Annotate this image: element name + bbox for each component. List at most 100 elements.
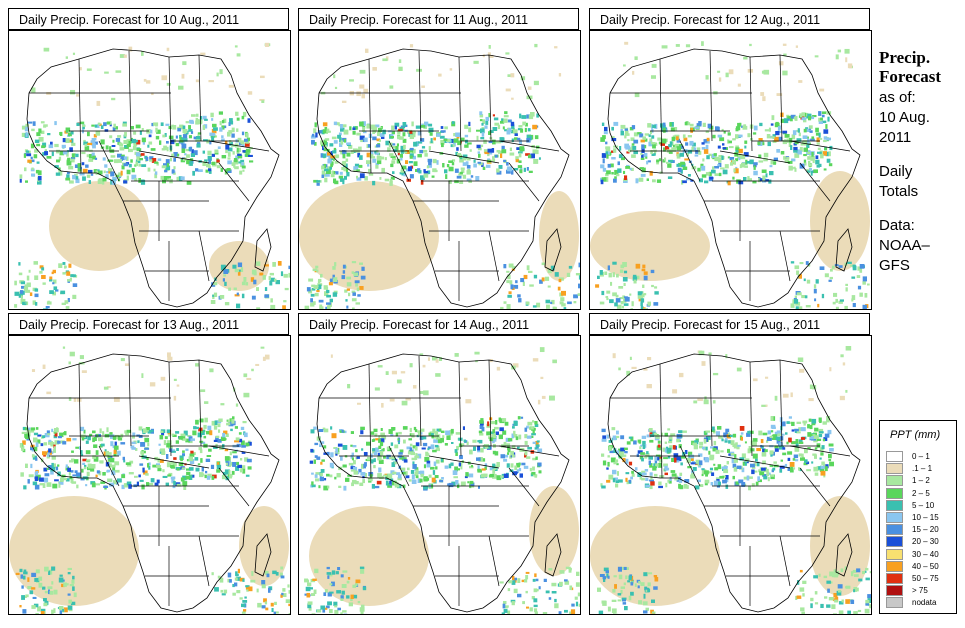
precip-cell <box>499 581 504 584</box>
precip-cell <box>117 178 121 182</box>
precip-cell <box>448 463 452 469</box>
precip-cell <box>345 477 350 482</box>
precip-cell <box>419 353 424 356</box>
precip-cell <box>359 121 364 127</box>
precip-cell <box>59 481 64 485</box>
precip-cell <box>536 113 539 118</box>
precip-cell <box>469 449 473 455</box>
precip-cell <box>717 70 721 73</box>
precip-cell <box>820 137 823 140</box>
precip-cell <box>107 386 111 389</box>
precip-cell <box>160 175 164 180</box>
precip-cell <box>339 137 342 143</box>
precip-cell <box>831 604 836 609</box>
precip-cell <box>339 171 343 175</box>
precip-cell <box>443 138 448 141</box>
precip-cell <box>612 353 616 359</box>
precip-cell <box>107 159 112 162</box>
country-border <box>428 150 500 164</box>
precip-cell <box>144 437 150 443</box>
precip-cell <box>420 179 424 185</box>
precip-cell <box>568 265 573 269</box>
precip-cell <box>428 161 432 166</box>
precip-cell <box>154 171 158 175</box>
precip-cell <box>35 457 38 461</box>
precip-cell <box>614 584 617 589</box>
precip-cell <box>795 459 799 462</box>
precip-cell <box>250 277 255 282</box>
precip-cell <box>792 467 796 470</box>
precip-cell <box>527 421 533 426</box>
precip-cell <box>494 122 500 126</box>
precip-cell <box>467 142 472 145</box>
precip-cell <box>181 435 186 440</box>
precip-cell <box>676 153 681 159</box>
precip-cell <box>738 148 743 154</box>
precip-cell <box>366 160 371 164</box>
legend-label: 0 – 1 <box>912 452 930 461</box>
precip-cell <box>79 67 82 71</box>
precip-cell <box>733 168 736 173</box>
precip-cell <box>676 140 681 143</box>
precip-cell <box>520 128 524 133</box>
precip-cell <box>752 441 757 447</box>
precip-cell <box>641 167 646 173</box>
precip-cell <box>476 129 481 132</box>
precip-cell <box>98 178 104 181</box>
precip-cell <box>85 440 89 444</box>
precip-cell <box>678 483 682 489</box>
precip-cell <box>525 122 528 127</box>
precip-cell <box>194 457 199 461</box>
precip-cell <box>522 121 526 126</box>
precip-cell <box>405 150 410 154</box>
precip-cell <box>470 175 474 178</box>
precip-cell <box>282 588 286 592</box>
precip-cell <box>726 461 729 465</box>
precip-cell <box>714 173 719 176</box>
precip-cell <box>326 572 332 575</box>
precip-cell <box>173 481 176 486</box>
precip-cell <box>533 598 538 603</box>
legend-swatch <box>886 524 903 536</box>
precip-cell <box>173 395 177 401</box>
precip-cell <box>500 306 504 309</box>
precip-cell <box>639 476 642 480</box>
precip-cell <box>207 425 212 431</box>
precip-map <box>298 335 581 615</box>
precip-cell <box>46 92 52 95</box>
precip-cell <box>527 86 532 90</box>
precip-cell <box>315 265 319 269</box>
precip-cell <box>123 156 127 160</box>
precip-cell <box>460 481 466 487</box>
precip-cell <box>426 165 430 169</box>
precip-cell <box>31 369 36 372</box>
precip-cell <box>401 400 408 406</box>
precip-cell <box>390 163 394 168</box>
precip-cell <box>93 169 97 174</box>
precip-cell <box>648 428 653 432</box>
precip-cell <box>274 601 277 605</box>
precip-cell <box>670 127 675 132</box>
precip-cell <box>680 462 683 466</box>
precip-cell <box>27 577 30 582</box>
precip-cell <box>235 111 239 116</box>
precip-cell <box>87 131 90 137</box>
precip-cell <box>320 469 325 473</box>
precip-cell <box>220 589 223 593</box>
precip-cell <box>724 439 728 443</box>
precip-cell <box>411 148 416 154</box>
precip-cell <box>62 346 66 349</box>
country-borders <box>610 355 851 606</box>
precip-cell <box>729 157 735 161</box>
precip-cell <box>597 587 601 592</box>
precip-cell <box>559 301 564 305</box>
precip-cell <box>176 176 179 181</box>
precip-cell <box>746 475 750 481</box>
precip-cell <box>234 159 238 163</box>
precip-cell <box>496 366 501 371</box>
precip-cell <box>517 137 521 141</box>
precip-cell <box>125 462 131 465</box>
precip-cell <box>237 153 242 156</box>
precip-cell <box>146 457 149 461</box>
precip-cell <box>764 179 769 182</box>
